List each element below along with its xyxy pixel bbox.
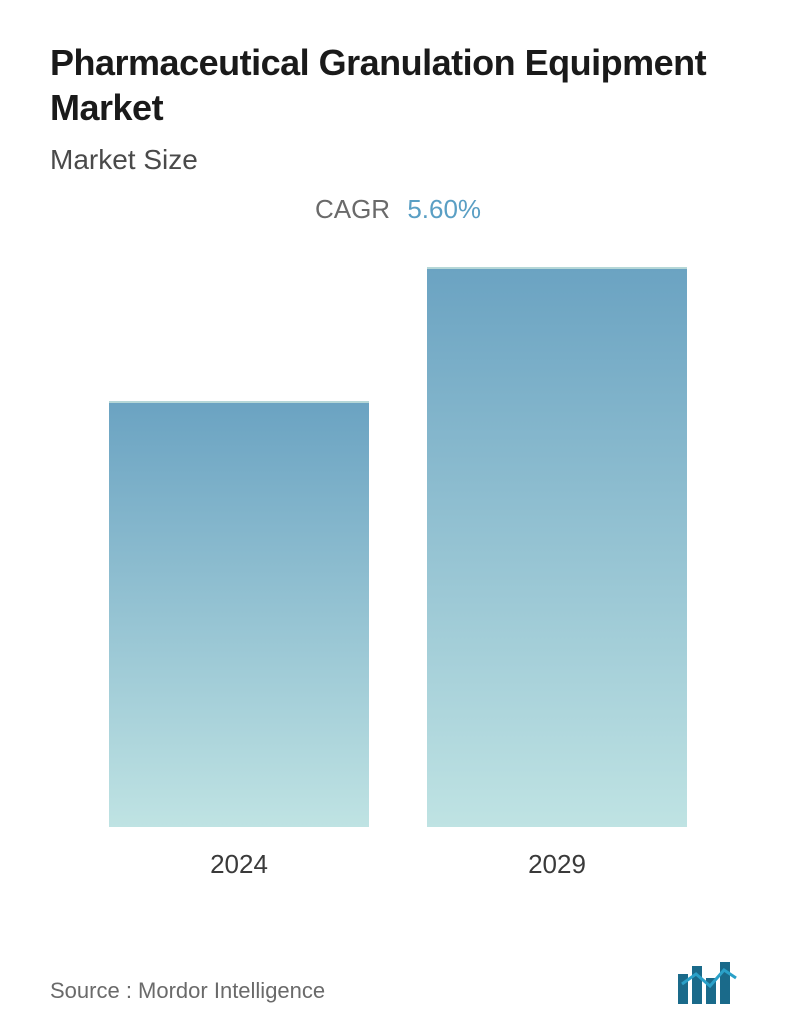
cagr-value: 5.60%: [407, 194, 481, 224]
bars-wrap: 2024 2029: [50, 320, 746, 880]
bar-label-1: 2029: [528, 849, 586, 880]
chart-title: Pharmaceutical Granulation Equipment Mar…: [50, 40, 746, 130]
source-text: Source : Mordor Intelligence: [50, 978, 325, 1004]
cagr-row: CAGR 5.60%: [50, 194, 746, 225]
chart-area: 2024 2029: [50, 255, 746, 940]
mordor-logo-icon: [676, 960, 746, 1004]
bar-group-1: 2029: [427, 267, 687, 880]
chart-container: Pharmaceutical Granulation Equipment Mar…: [0, 0, 796, 1034]
bar-1: [427, 267, 687, 827]
bar-group-0: 2024: [109, 401, 369, 880]
chart-subtitle: Market Size: [50, 144, 746, 176]
footer: Source : Mordor Intelligence: [50, 940, 746, 1004]
bar-0: [109, 401, 369, 827]
cagr-label: CAGR: [315, 194, 390, 224]
bar-label-0: 2024: [210, 849, 268, 880]
